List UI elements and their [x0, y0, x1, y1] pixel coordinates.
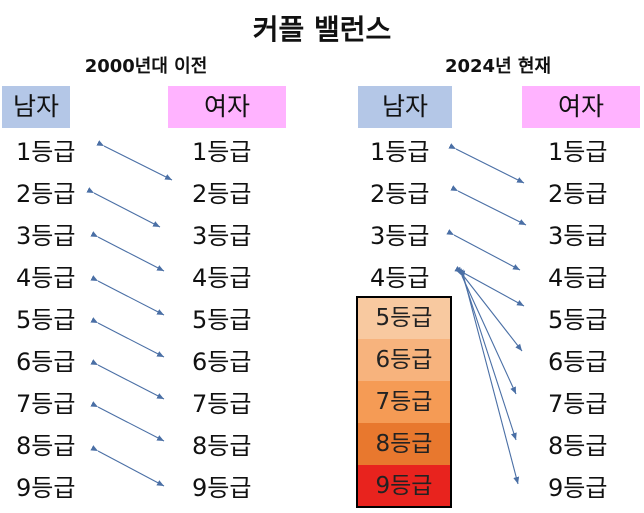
pair-arrow [459, 270, 520, 485]
pair-arrow [446, 229, 521, 271]
right-men-grade: 2등급 [370, 180, 430, 208]
left-men-header: 남자 [2, 86, 70, 128]
right-men-grade: 3등급 [370, 222, 430, 250]
pair-arrow [90, 231, 165, 272]
left-women-grade: 8등급 [192, 432, 252, 460]
grade-8-cell: 8등급 [356, 423, 452, 465]
pair-arrow [456, 268, 517, 395]
grade-5-label: 5등급 [375, 305, 433, 331]
pair-arrow [90, 317, 165, 358]
left-subtitle: 2000년대 이전 [84, 56, 208, 77]
left-men-grade: 4등급 [16, 264, 76, 292]
left-women-grade: 7등급 [192, 390, 252, 418]
left-men-grade: 1등급 [16, 138, 76, 166]
left-men-grade: 9등급 [16, 474, 76, 502]
pair-arrow [96, 140, 173, 181]
right-subtitle: 2024년 현재 [444, 56, 552, 77]
left-men-grade: 3등급 [16, 222, 76, 250]
right-women-grade: 4등급 [548, 264, 608, 292]
left-women-grade: 4등급 [192, 264, 252, 292]
grade-7-cell: 7등급 [356, 381, 452, 423]
left-women-grade: 9등급 [192, 474, 252, 502]
left-men-grade: 6등급 [16, 348, 76, 376]
pair-arrow [450, 185, 527, 226]
pair-arrow [455, 266, 523, 352]
pair-arrow [90, 445, 165, 487]
pair-arrow [86, 187, 161, 228]
right-women-grade: 6등급 [548, 348, 608, 376]
left-women-grade: 2등급 [192, 180, 252, 208]
left-women-grade: 6등급 [192, 348, 252, 376]
right-women-grade: 7등급 [548, 390, 608, 418]
grade-9-cell: 9등급 [356, 465, 452, 507]
right-men-header: 남자 [358, 86, 452, 128]
grade-6-cell: 6등급 [356, 339, 452, 381]
right-women-header: 여자 [522, 86, 640, 128]
page-title: 커플 밸런스 [252, 13, 392, 46]
lower-grades-box [356, 296, 452, 508]
pair-arrow [90, 275, 165, 316]
left-women-header: 여자 [168, 86, 286, 128]
right-men-grade: 4등급 [370, 264, 430, 292]
pair-arrow [457, 269, 517, 441]
grade-7-label: 7등급 [375, 389, 433, 415]
right-women-grade: 2등급 [548, 180, 608, 208]
grade-8-label: 8등급 [375, 431, 433, 457]
grade-9-label: 9등급 [375, 473, 433, 499]
pair-arrow [90, 359, 165, 400]
pair-arrow [448, 143, 525, 184]
left-women-grade: 5등급 [192, 306, 252, 334]
left-men-grade: 5등급 [16, 306, 76, 334]
pair-arrow [90, 401, 165, 442]
right-women-grade: 1등급 [548, 138, 608, 166]
left-men-grade: 2등급 [16, 180, 76, 208]
left-women-grade: 3등급 [192, 222, 252, 250]
right-women-grade: 8등급 [548, 432, 608, 460]
right-women-grade: 9등급 [548, 474, 608, 502]
left-women-grade: 1등급 [192, 138, 252, 166]
grade-5-cell: 5등급 [356, 297, 452, 339]
right-women-grade: 5등급 [548, 306, 608, 334]
right-men-grade: 1등급 [370, 138, 430, 166]
left-men-grade: 8등급 [16, 432, 76, 460]
right-women-grade: 3등급 [548, 222, 608, 250]
grade-6-label: 6등급 [375, 347, 433, 373]
left-men-grade: 7등급 [16, 390, 76, 418]
